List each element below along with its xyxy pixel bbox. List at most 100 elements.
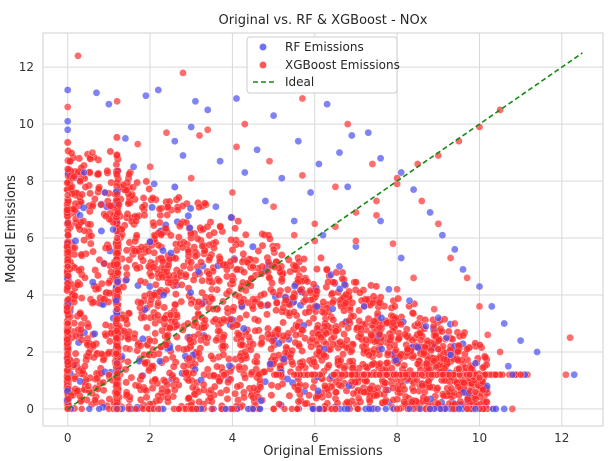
density-point [279, 332, 288, 340]
density-point [122, 186, 131, 194]
density-point [318, 308, 327, 316]
xgboost-emissions-point-14 [475, 302, 484, 311]
density-point [373, 384, 382, 392]
xgboost-emissions-point-23 [430, 305, 439, 314]
density-point [184, 212, 193, 220]
density-point [124, 199, 133, 208]
density-point [392, 356, 400, 365]
density-point [348, 298, 357, 307]
density-point [227, 213, 235, 222]
rf-emissions-point-57 [500, 405, 509, 413]
density-point [112, 327, 121, 335]
density-point [267, 391, 276, 399]
density-point [360, 388, 368, 396]
density-point [189, 276, 198, 284]
xgboost-emissions-point-58 [290, 231, 299, 239]
density-point [177, 297, 186, 306]
density-point [227, 236, 235, 244]
density-point [256, 405, 264, 413]
density-point [433, 384, 442, 392]
density-point [142, 177, 151, 186]
rf-emissions-point-55 [471, 405, 480, 413]
density-point [292, 331, 300, 339]
density-point [175, 405, 183, 413]
rf-emissions-point-2 [63, 126, 72, 134]
density-point [332, 268, 341, 277]
x-tick-label-4: 8 [393, 431, 401, 445]
xgboost-emissions-point-35 [76, 177, 84, 185]
density-point [162, 341, 171, 349]
density-point [340, 364, 348, 373]
density-point [260, 290, 268, 298]
density-point [136, 341, 145, 350]
density-point [63, 138, 72, 147]
ideal-line [67, 52, 583, 410]
density-point [179, 262, 188, 270]
density-point [319, 298, 328, 306]
density-point [344, 405, 352, 413]
density-point [154, 299, 162, 307]
density-point [186, 204, 195, 213]
density-point [149, 194, 157, 202]
density-point [454, 356, 462, 365]
density-point [225, 287, 233, 296]
density-point [195, 398, 203, 406]
density-point [205, 270, 213, 278]
density-point [220, 315, 228, 324]
rf-emissions-point-19 [335, 148, 344, 157]
density-point [211, 315, 220, 324]
density-point [328, 298, 337, 307]
rf-emissions-point-50 [80, 168, 88, 177]
density-point [113, 133, 121, 142]
density-point [185, 394, 193, 402]
density-point [392, 371, 400, 379]
density-point [224, 378, 232, 386]
xgboost-emissions-point-60 [331, 222, 340, 231]
density-point [365, 405, 373, 413]
xgboost-emissions-point-4 [203, 126, 212, 134]
y-tick-label-5: 10 [19, 117, 34, 131]
density-point [381, 379, 389, 387]
density-point [191, 318, 200, 327]
density-point [86, 155, 95, 163]
density-point [479, 363, 487, 372]
density-point [165, 369, 174, 377]
xgboost-emissions-point-78 [113, 234, 121, 242]
legend: RF Emissions XGBoost Emissions Ideal [246, 36, 400, 94]
density-point [189, 369, 198, 377]
rf-emissions-point-51 [101, 188, 109, 197]
density-point [289, 293, 297, 301]
density-point [185, 354, 193, 363]
density-point [325, 361, 333, 369]
xgboost-emissions-point-45 [455, 365, 463, 373]
density-point [222, 386, 231, 394]
density-point [215, 377, 224, 385]
density-point [356, 330, 365, 338]
density-point [285, 391, 294, 400]
rf-emissions-point-46 [240, 168, 249, 177]
rf-emissions-point-26 [459, 265, 467, 274]
density-point [113, 359, 121, 368]
density-point [332, 388, 340, 396]
rf-emissions-point-41 [376, 217, 385, 225]
density-point [369, 292, 378, 301]
density-point [89, 247, 97, 256]
xgboost-emissions-point-50 [125, 345, 134, 353]
density-point [163, 380, 171, 389]
density-point [215, 277, 223, 285]
density-point [317, 254, 325, 262]
density-point [301, 399, 309, 408]
xgboost-emissions-point-31 [195, 131, 204, 140]
xgboost-emissions-point-15 [483, 331, 492, 339]
rf-emissions-point-20 [376, 154, 385, 163]
density-point [89, 341, 98, 349]
density-point [409, 387, 418, 395]
density-point [178, 243, 187, 252]
density-point [113, 341, 121, 350]
density-point [80, 236, 88, 244]
density-point [418, 381, 426, 390]
xgboost-emissions-point-2 [298, 94, 307, 103]
density-point [370, 317, 378, 325]
density-point [400, 385, 409, 394]
density-point [143, 323, 151, 332]
